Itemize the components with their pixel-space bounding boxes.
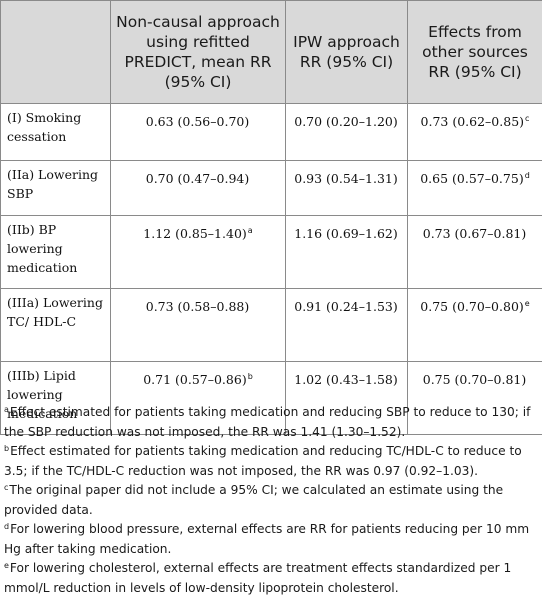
value-text: 0.73 (0.67–0.81) — [422, 226, 527, 241]
footnote-marker: d — [4, 522, 10, 531]
value-cell: 0.73 (0.62–0.85)c — [407, 103, 542, 161]
row-label: (IIIa) Lowering TC/ HDL-C — [0, 288, 111, 362]
footnote-a: aEffect estimated for patients taking me… — [4, 403, 540, 442]
footnote-marker: a — [4, 405, 9, 414]
value-cell: 0.73 (0.58–0.88) — [110, 288, 286, 362]
row-label: (IIb) BP lowering medication — [0, 215, 111, 289]
footnote-d: dFor lowering blood pressure, external e… — [4, 520, 540, 559]
table-row: (IIIb) Lipid lowering medication 0.71 (0… — [0, 361, 542, 435]
footnote-text: For lowering blood pressure, external ef… — [4, 522, 530, 556]
value-cell: 0.73 (0.67–0.81) — [407, 215, 542, 289]
footnote-text: For lowering cholesterol, external effec… — [4, 561, 512, 595]
value-text: 0.63 (0.56–0.70) — [145, 114, 250, 129]
row-label: (IIa) Lowering SBP — [0, 160, 111, 216]
value-cell: 0.93 (0.54–1.31) — [285, 160, 408, 216]
footnote-mark: c — [525, 114, 530, 123]
value-cell: 0.70 (0.20–1.20) — [285, 103, 408, 161]
table-row: (IIIa) Lowering TC/ HDL-C 0.73 (0.58–0.8… — [0, 288, 542, 362]
value-text: 1.12 (0.85–1.40) — [143, 226, 247, 241]
value-text: 0.75 (0.70–0.81) — [422, 372, 527, 387]
value-text: 0.65 (0.57–0.75) — [420, 171, 524, 186]
footnote-b: bEffect estimated for patients taking me… — [4, 442, 540, 481]
value-text: 0.73 (0.62–0.85) — [420, 114, 525, 129]
value-text: 0.75 (0.70–0.80) — [420, 299, 524, 314]
value-cell: 0.65 (0.57–0.75)d — [407, 160, 542, 216]
value-cell: 0.75 (0.70–0.80)e — [407, 288, 542, 362]
footnote-c: cThe original paper did not include a 95… — [4, 481, 540, 520]
header-ipw: IPW approach RR (95% CI) — [285, 0, 408, 104]
header-other-sources: Effects from other sources RR (95% CI) — [407, 0, 542, 104]
value-cell: 0.70 (0.47–0.94) — [110, 160, 286, 216]
footnote-mark: b — [247, 372, 253, 381]
value-cell: 1.12 (0.85–1.40)a — [110, 215, 286, 289]
table-row: (IIb) BP lowering medication 1.12 (0.85–… — [0, 215, 542, 289]
value-cell: 0.75 (0.70–0.81) — [407, 361, 542, 435]
table-row: (IIa) Lowering SBP 0.70 (0.47–0.94) 0.93… — [0, 160, 542, 216]
value-cell: 0.71 (0.57–0.86)b — [110, 361, 286, 435]
row-label: (I) Smoking cessation — [0, 103, 111, 161]
footnote-text: Effect estimated for patients taking med… — [4, 444, 522, 478]
value-cell: 1.02 (0.43–1.58) — [285, 361, 408, 435]
header-non-causal: Non-causal approach using refitted PREDI… — [110, 0, 286, 104]
value-text: 1.02 (0.43–1.58) — [294, 372, 398, 387]
table-row: (I) Smoking cessation 0.63 (0.56–0.70) 0… — [0, 103, 542, 161]
header-empty-cell — [0, 0, 111, 104]
row-label: (IIIb) Lipid lowering medication — [0, 361, 111, 435]
results-table: Non-causal approach using refitted PREDI… — [0, 0, 542, 435]
value-cell: 0.91 (0.24–1.53) — [285, 288, 408, 362]
results-table-container: Non-causal approach using refitted PREDI… — [0, 0, 542, 435]
value-text: 0.93 (0.54–1.31) — [294, 171, 398, 186]
footnote-mark: e — [524, 299, 530, 308]
value-text: 0.70 (0.20–1.20) — [294, 114, 398, 129]
footnote-e: eFor lowering cholesterol, external effe… — [4, 559, 540, 598]
footnote-mark: d — [524, 171, 530, 180]
footnote-marker: c — [4, 483, 9, 492]
footnote-marker: e — [4, 561, 9, 570]
value-text: 0.91 (0.24–1.53) — [294, 299, 398, 314]
footnote-mark: a — [247, 226, 253, 235]
value-text: 0.70 (0.47–0.94) — [145, 171, 250, 186]
footnotes: aEffect estimated for patients taking me… — [4, 403, 540, 598]
header-row: Non-causal approach using refitted PREDI… — [0, 0, 542, 104]
value-cell: 1.16 (0.69–1.62) — [285, 215, 408, 289]
footnote-text: The original paper did not include a 95%… — [4, 483, 504, 517]
value-text: 0.71 (0.57–0.86) — [143, 372, 247, 387]
footnote-text: Effect estimated for patients taking med… — [4, 405, 531, 439]
value-text: 1.16 (0.69–1.62) — [294, 226, 398, 241]
value-text: 0.73 (0.58–0.88) — [145, 299, 250, 314]
footnote-marker: b — [4, 444, 10, 453]
value-cell: 0.63 (0.56–0.70) — [110, 103, 286, 161]
